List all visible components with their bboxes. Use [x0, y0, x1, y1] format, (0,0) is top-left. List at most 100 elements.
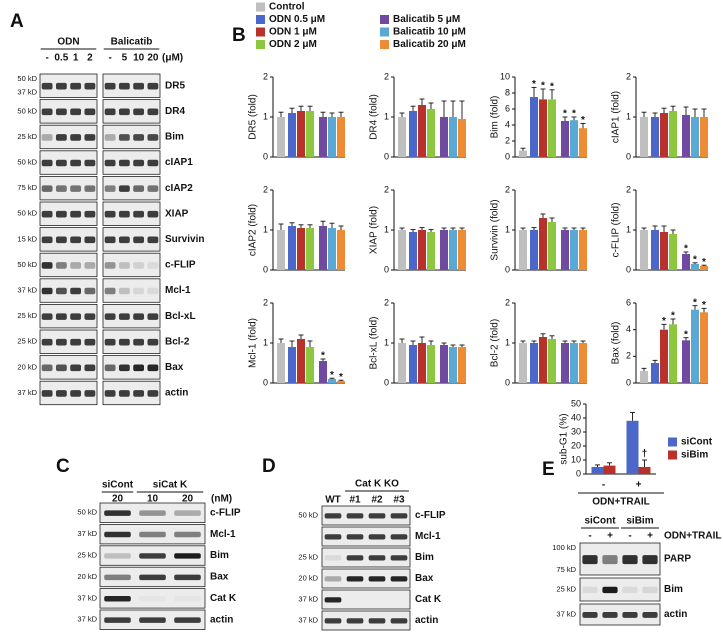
- mw-marker: 50 kD: [298, 510, 318, 519]
- lane-label: #3: [393, 495, 405, 506]
- blot-band: [147, 159, 159, 167]
- blot-band: [41, 108, 53, 116]
- blot-band: [104, 531, 131, 538]
- y-tick-label: 1: [384, 224, 389, 234]
- blot-band: [104, 262, 116, 269]
- bar: [449, 117, 457, 157]
- bar: [548, 99, 556, 157]
- bar: [651, 117, 659, 157]
- blot-frame: [39, 380, 98, 406]
- blot-band: [147, 364, 159, 372]
- bar: [427, 345, 435, 383]
- y-tick-label: 1: [626, 224, 631, 234]
- bar: [640, 230, 648, 270]
- blot-band: [133, 82, 145, 90]
- mw-marker: 50 kD: [77, 508, 97, 517]
- bar: [458, 119, 466, 157]
- y-tick-label: 2: [505, 184, 510, 194]
- bar: [561, 343, 569, 383]
- y-tick-label: 20: [571, 440, 581, 450]
- bar: [458, 347, 466, 383]
- mw-marker: 75 kD: [556, 565, 576, 574]
- bar: [579, 230, 587, 270]
- legend-label: ODN 0.5 μM: [269, 14, 325, 25]
- blot-frame: [102, 124, 161, 150]
- blot-band: [84, 262, 96, 269]
- blot-frame: [579, 603, 661, 626]
- y-axis-label: c-FLIP (fold): [611, 203, 622, 258]
- blot-band: [133, 210, 145, 218]
- bar: [418, 230, 426, 270]
- y-axis-label: XIAP (fold): [369, 206, 380, 254]
- blot-band: [70, 185, 82, 192]
- blot-band: [70, 159, 82, 167]
- blot-frame: [102, 201, 161, 226]
- bar: [682, 115, 690, 157]
- legend-swatch: [256, 40, 265, 49]
- bar: [306, 111, 314, 157]
- lane-label: -: [588, 531, 591, 542]
- blot-band: [147, 313, 159, 320]
- blot-frame: [321, 568, 411, 589]
- mw-marker: 50 kD: [17, 158, 37, 167]
- bar: [519, 150, 527, 157]
- row-label: Bim: [210, 550, 229, 561]
- blot-band: [41, 185, 53, 192]
- blot-band: [174, 553, 201, 559]
- bar: [682, 340, 690, 383]
- blot-frame: [99, 588, 206, 609]
- significance-mark: *: [693, 254, 697, 265]
- blot-band: [104, 134, 116, 141]
- y-axis-label: cIAP1 (fold): [611, 91, 622, 143]
- blot-band: [55, 108, 67, 116]
- blot-band: [70, 364, 82, 372]
- blot-frame: [102, 355, 161, 380]
- y-tick-label: 2: [626, 184, 631, 194]
- blot-band: [104, 159, 116, 167]
- y-tick-label: 2: [626, 351, 631, 361]
- blot-band: [118, 236, 130, 244]
- blot-band: [118, 364, 130, 372]
- mw-marker: 20 kD: [298, 573, 318, 582]
- significance-mark: *: [702, 300, 706, 311]
- blot-band: [147, 82, 159, 90]
- y-tick-label: 30: [571, 426, 581, 436]
- group-header: siCat K: [153, 480, 188, 491]
- blot-band: [139, 553, 166, 559]
- mw-marker: 15 kD: [17, 234, 37, 243]
- blot-band: [368, 555, 386, 561]
- bar: [669, 324, 677, 383]
- bar: [328, 117, 336, 157]
- bar: [409, 232, 417, 270]
- mw-marker: 37 kD: [77, 529, 97, 538]
- y-tick-label: 2: [263, 184, 268, 194]
- y-tick-label: 2: [384, 297, 389, 307]
- mw-marker: 50 kD: [17, 260, 37, 269]
- mw-marker: 37 kD: [17, 286, 37, 295]
- blot-band: [174, 617, 201, 623]
- blot-band: [70, 390, 82, 397]
- mw-marker: 50 kD: [17, 209, 37, 218]
- blot-band: [368, 576, 386, 582]
- significance-mark: *: [684, 244, 688, 255]
- significance-mark: *: [671, 311, 675, 322]
- row-label: Bax: [165, 362, 184, 373]
- blot-band: [602, 586, 618, 594]
- blot-band: [104, 313, 116, 320]
- blot-band: [84, 159, 96, 167]
- blot-band: [55, 185, 67, 192]
- row-label: Bax: [210, 572, 229, 583]
- y-tick-label: 10: [500, 71, 510, 81]
- y-tick-label: 6: [626, 297, 631, 307]
- legend-swatch: [380, 40, 389, 49]
- lane-label: 20: [147, 53, 159, 64]
- y-tick-label: 0: [263, 264, 268, 274]
- blot-band: [133, 108, 145, 116]
- blot-band: [368, 534, 386, 540]
- bar: [669, 234, 677, 270]
- blot-band: [41, 82, 53, 90]
- blot-band: [70, 134, 82, 141]
- bar: [277, 343, 285, 383]
- y-tick-label: 1: [626, 111, 631, 121]
- significance-mark: *: [581, 115, 585, 126]
